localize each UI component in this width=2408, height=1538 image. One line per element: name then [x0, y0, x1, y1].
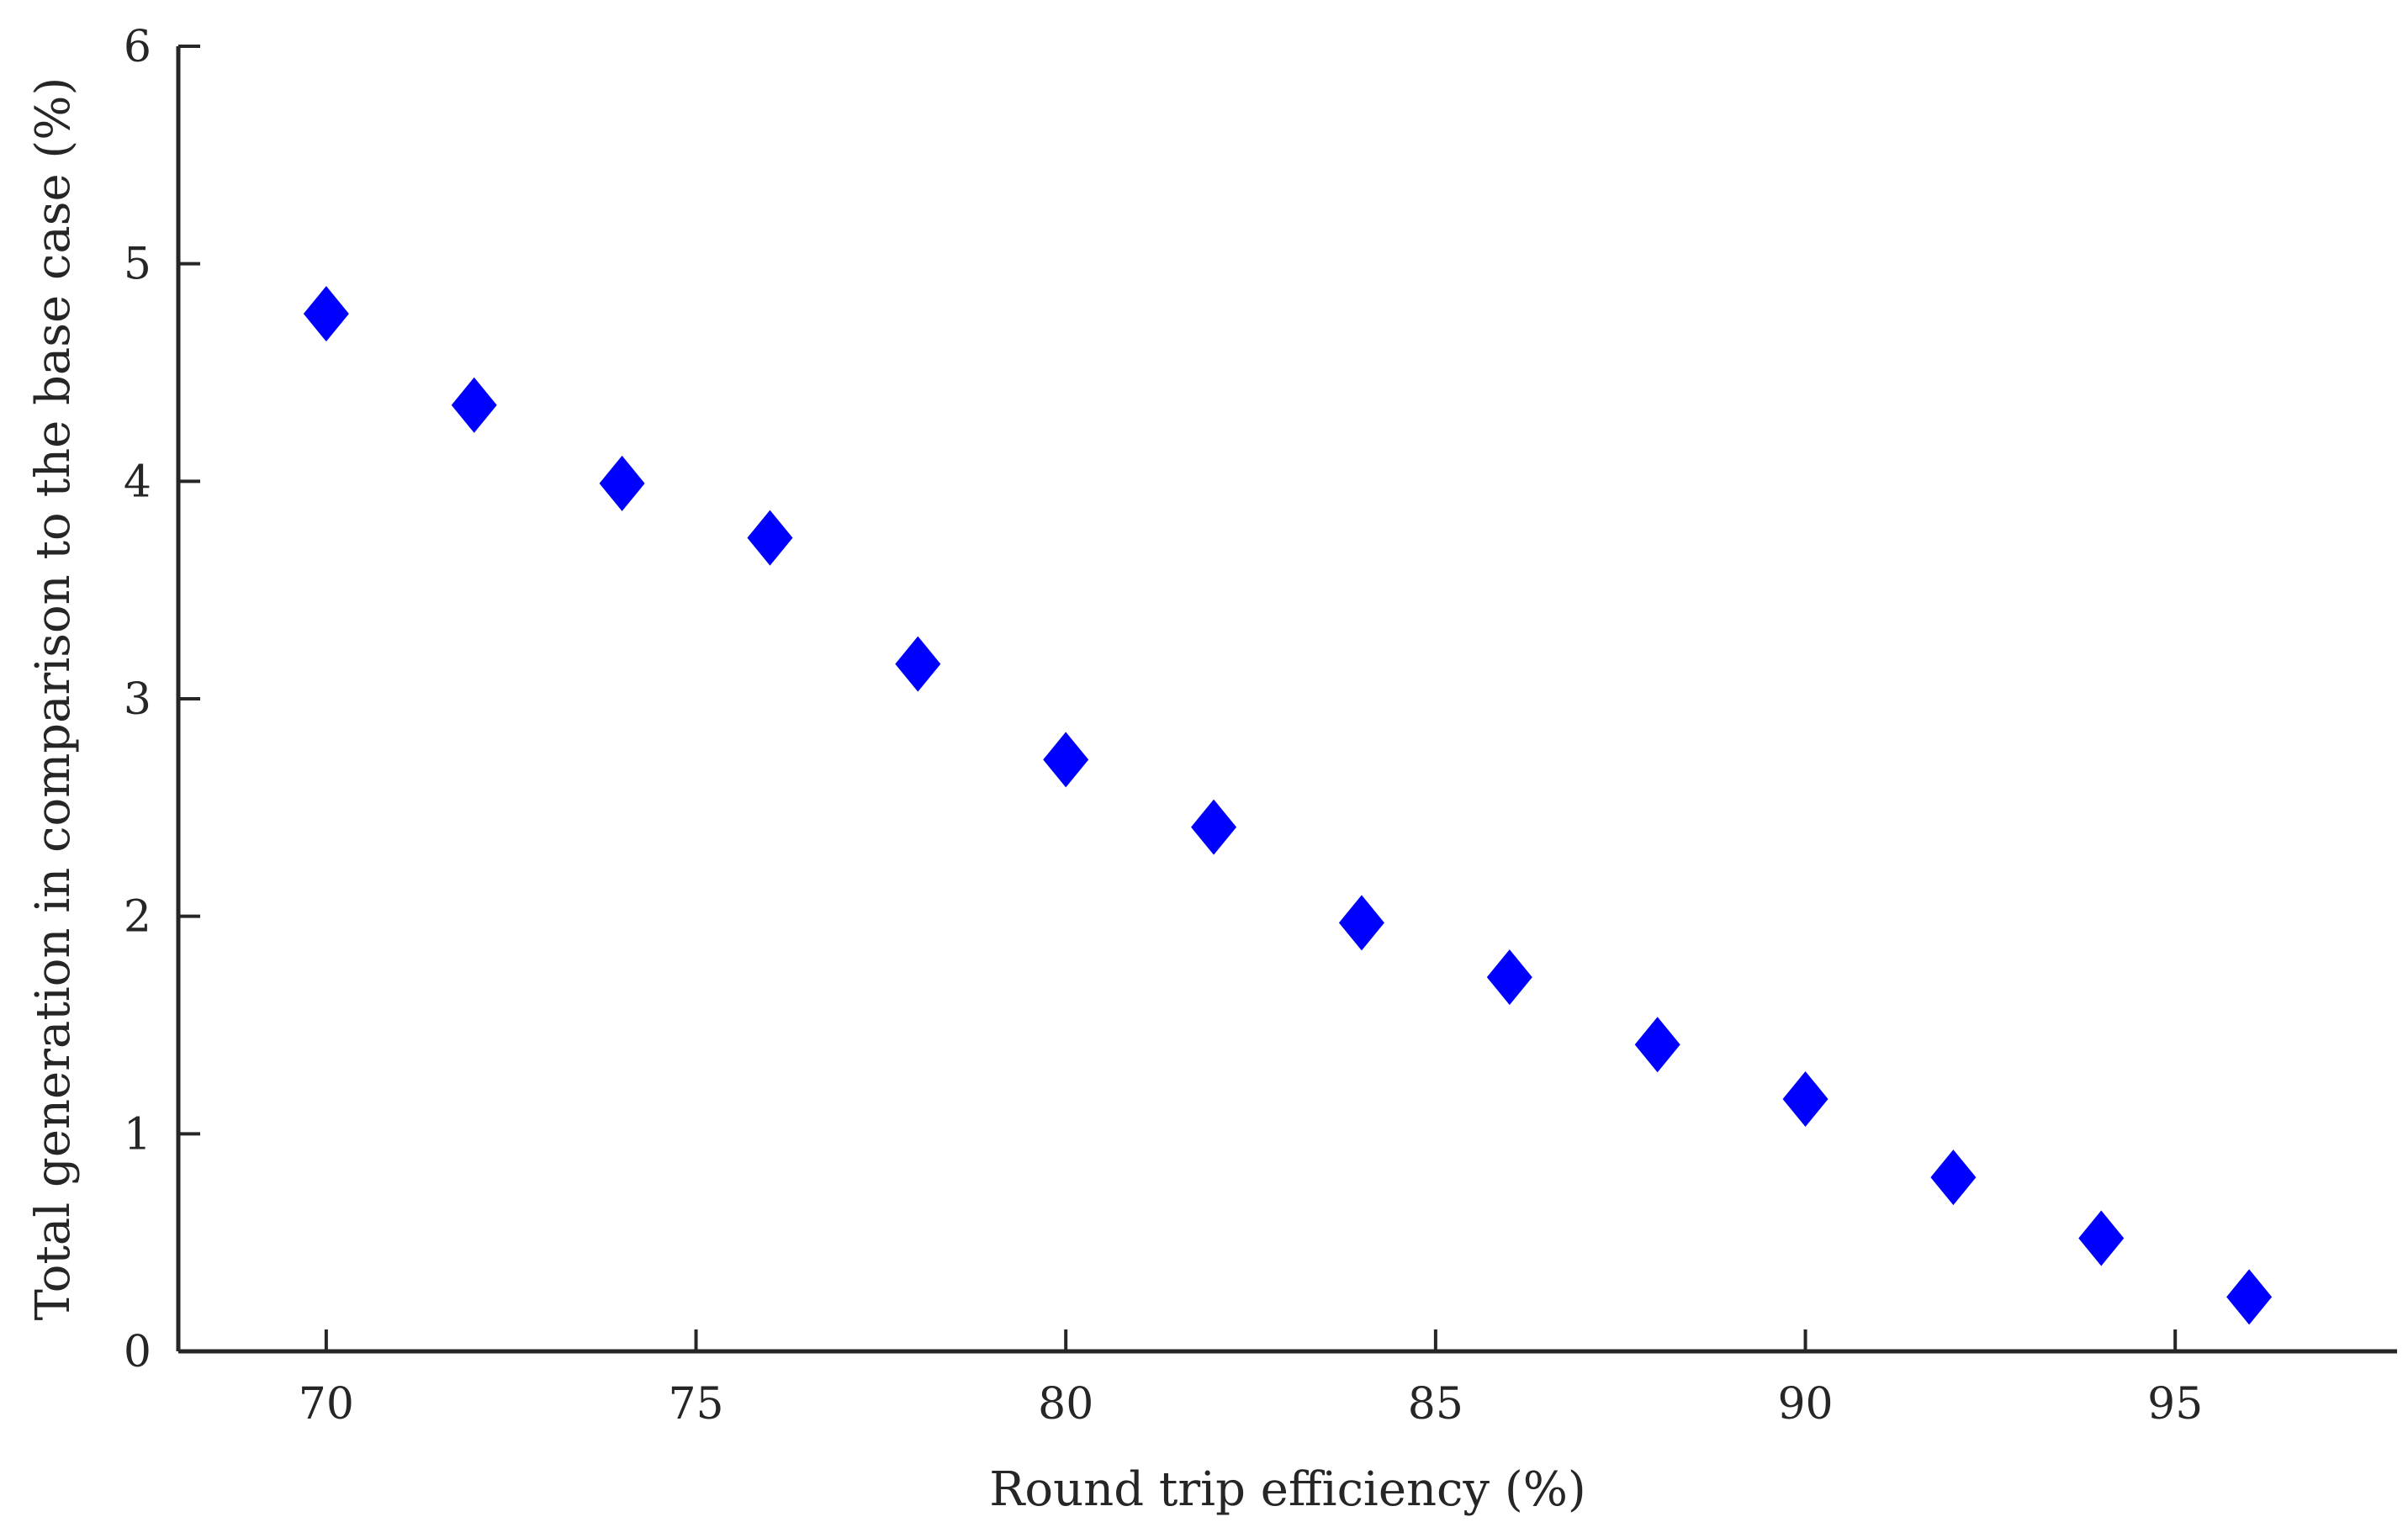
data-point [1930, 1150, 1977, 1206]
data-point [599, 455, 645, 511]
data-point [451, 377, 497, 433]
y-axis-label: Total generation in comparison to the ba… [26, 77, 81, 1321]
x-tick-label: 75 [668, 1379, 723, 1430]
x-tick-label: 85 [1408, 1379, 1463, 1430]
y-tick-label: 2 [124, 892, 151, 943]
y-tick-label: 6 [124, 22, 151, 72]
data-point [1634, 1017, 1680, 1073]
x-tick-label: 80 [1038, 1379, 1093, 1430]
y-tick-label: 1 [124, 1109, 151, 1160]
y-axis-ticks: 0 1 2 3 4 5 6 [124, 22, 200, 1377]
data-point [303, 286, 349, 342]
x-axis-ticks: 70 75 80 85 90 95 [299, 1329, 2203, 1430]
y-tick-label: 5 [124, 240, 151, 290]
x-tick-label: 90 [1777, 1379, 1833, 1430]
y-tick-label: 4 [124, 457, 151, 507]
data-points [303, 286, 2273, 1325]
data-point [895, 636, 941, 692]
data-point [1043, 732, 1089, 788]
y-tick-label: 0 [124, 1327, 151, 1377]
data-point [2078, 1210, 2125, 1266]
data-point [1782, 1070, 1828, 1127]
y-tick-label: 3 [124, 674, 151, 725]
x-tick-label: 70 [299, 1379, 354, 1430]
x-tick-label: 95 [2147, 1379, 2203, 1430]
data-point [2226, 1269, 2273, 1325]
x-axis-label: Round trip efficiency (%) [989, 1462, 1586, 1517]
data-point [747, 510, 793, 566]
data-point [1486, 949, 1532, 1006]
data-point [1191, 799, 1237, 855]
data-point [1338, 895, 1384, 951]
